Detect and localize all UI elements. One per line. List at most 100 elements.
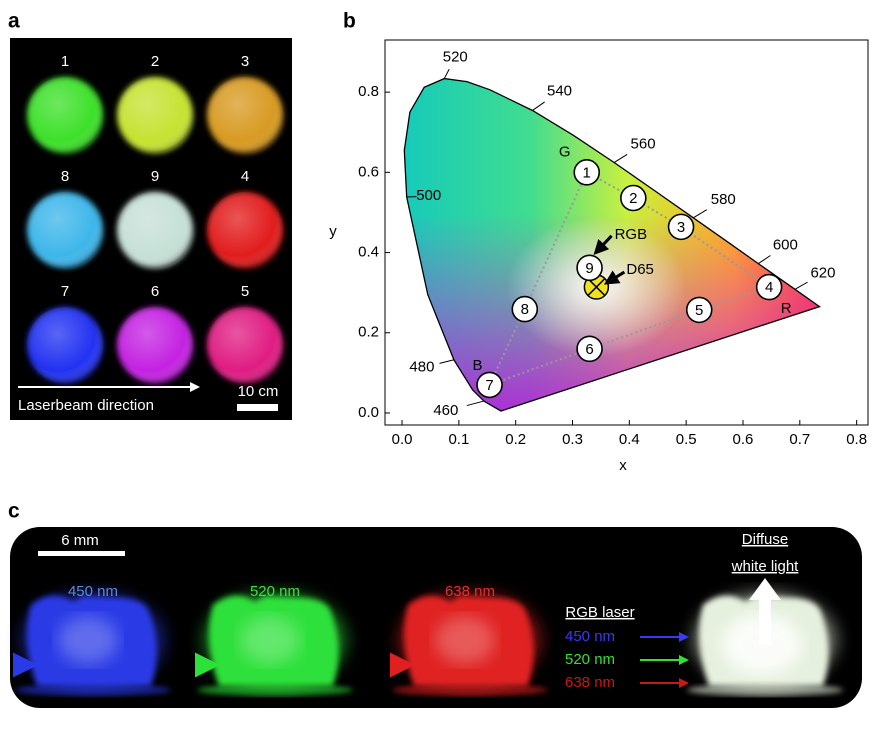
point-marker <box>576 335 603 363</box>
sphere-shade <box>117 307 193 383</box>
arrow-label: Laserbeam direction <box>18 397 154 414</box>
sphere-shade <box>117 77 193 153</box>
wavelength-label: 540 <box>547 82 572 99</box>
scale-label: 10 cm <box>238 383 279 400</box>
point-label: 7 <box>485 377 493 394</box>
panel-label: b <box>343 10 356 33</box>
sphere-number: 9 <box>151 168 159 185</box>
primary-label: G <box>559 143 571 160</box>
sphere-number: 7 <box>61 283 69 300</box>
wavelength-tick <box>443 68 450 79</box>
wavelength-label: 560 <box>631 135 656 152</box>
wavelength-label: 460 <box>433 402 458 419</box>
sphere-number: 6 <box>151 283 159 300</box>
sphere-shade <box>207 77 283 153</box>
wavelength-tick <box>613 153 628 163</box>
sample-label: 638 nm <box>445 583 495 600</box>
panel-label: c <box>8 500 20 523</box>
sphere-shade <box>117 192 193 268</box>
wavelength-label: 580 <box>711 191 736 208</box>
point-label: 5 <box>695 302 703 319</box>
x-tick-label: 0.1 <box>448 431 469 448</box>
x-tick-label: 0.8 <box>846 431 867 448</box>
wavelength-label: 500 <box>416 187 441 204</box>
sample-highlight <box>240 616 300 664</box>
sphere-shade <box>27 307 103 383</box>
sample-highlight <box>435 616 495 664</box>
wavelength-tick <box>466 400 485 407</box>
legend-label: 450 nm <box>565 628 615 645</box>
sample-base <box>15 684 171 696</box>
rgb-label: RGB <box>615 226 648 243</box>
scale-bar <box>237 404 278 411</box>
y-tick-label: 0.2 <box>358 324 379 341</box>
wavelength-label: 600 <box>773 237 798 254</box>
y-tick-label: 0.8 <box>358 83 379 100</box>
point-marker <box>755 273 783 301</box>
panel-a: a Laserbeam direction 10 cm 1 2 3 8 9 4 7 6 5 <box>8 10 292 420</box>
output-label: white light <box>731 558 800 575</box>
point-label: 6 <box>585 341 593 358</box>
point-marker <box>576 254 603 282</box>
sphere-number: 3 <box>241 53 249 70</box>
gamut-outline <box>487 170 772 387</box>
sphere-number: 4 <box>241 168 249 185</box>
point-marker <box>667 213 695 241</box>
point-label: 9 <box>585 260 593 277</box>
legend-title: RGB laser <box>565 604 634 621</box>
point-label: 2 <box>629 190 637 207</box>
output-label: Diffuse <box>742 531 788 548</box>
panel-label: a <box>8 10 20 33</box>
wavelength-label: 620 <box>810 264 835 281</box>
panel-c: c 6 mm 450 nm 520 nm 638 nm RGB laser 450 nm… <box>8 500 862 708</box>
d65-arrow <box>603 270 626 285</box>
sphere-number: 5 <box>241 283 249 300</box>
scale-label: 6 mm <box>61 532 99 549</box>
sample-label: 450 nm <box>68 583 118 600</box>
x-tick-label: 0.6 <box>733 431 754 448</box>
sphere-shade <box>207 307 283 383</box>
primary-label: R <box>781 300 792 317</box>
wavelength-tick <box>693 209 708 219</box>
wavelength-tick <box>439 359 455 364</box>
sphere-number: 8 <box>61 168 69 185</box>
wavelength-tick <box>794 281 808 290</box>
wavelength-tick <box>758 255 771 264</box>
sphere-shade <box>27 192 103 268</box>
rgb-arrow <box>593 234 613 255</box>
spectral-locus <box>403 77 821 412</box>
plot-frame <box>384 39 869 426</box>
sample-label: 520 nm <box>250 583 300 600</box>
white-point-cross <box>587 278 605 296</box>
x-tick-label: 0.2 <box>505 431 526 448</box>
sample-base <box>687 684 843 696</box>
sample-base <box>197 684 353 696</box>
sphere-shade <box>27 77 103 153</box>
sphere-number: 1 <box>61 53 69 70</box>
wavelength-tick <box>532 101 545 111</box>
wavelength-label: 520 <box>443 49 468 66</box>
d65-label: D65 <box>626 261 654 278</box>
point-marker <box>573 159 601 186</box>
output-arrow <box>749 578 781 645</box>
x-tick-label: 0.3 <box>562 431 583 448</box>
y-tick-label: 0.6 <box>358 163 379 180</box>
x-tick-label: 0.0 <box>392 431 413 448</box>
sample-base <box>392 684 548 696</box>
x-tick-label: 0.7 <box>789 431 810 448</box>
wavelength-label: 480 <box>409 359 434 376</box>
point-label: 4 <box>765 279 773 296</box>
panel-b: b x y 0.0 0.1 0.2 0.3 0.4 0.5 0.6 0.7 0.8 0.0 0.2 0… <box>329 10 869 474</box>
point-marker <box>476 371 503 399</box>
legend-label: 520 nm <box>565 651 615 668</box>
point-marker <box>685 296 713 324</box>
y-tick-label: 0.0 <box>358 404 379 421</box>
point-marker <box>620 184 647 212</box>
sample-highlight <box>58 616 118 664</box>
x-tick-label: 0.5 <box>676 431 697 448</box>
point-marker <box>511 295 539 323</box>
primary-label: B <box>473 357 483 374</box>
point-label: 8 <box>521 301 529 318</box>
point-label: 1 <box>583 164 591 181</box>
